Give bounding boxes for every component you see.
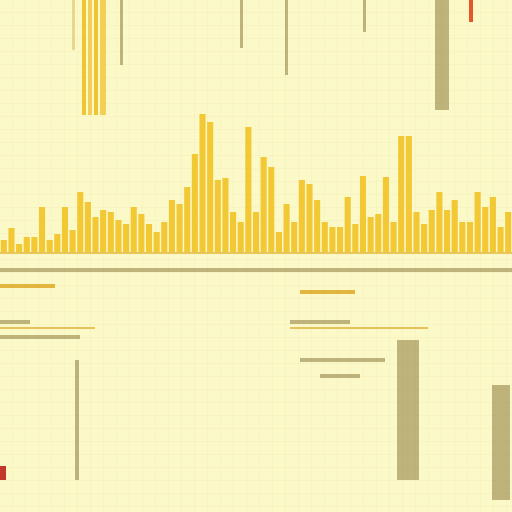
bar bbox=[16, 244, 23, 252]
bar bbox=[291, 222, 298, 252]
bar bbox=[367, 217, 374, 252]
bar bbox=[115, 220, 122, 252]
bar bbox=[329, 227, 336, 252]
bar bbox=[321, 222, 328, 252]
bar bbox=[405, 136, 412, 252]
bar bbox=[252, 212, 260, 252]
bar bbox=[123, 224, 130, 252]
bar bbox=[153, 232, 160, 252]
text-column bbox=[120, 0, 123, 65]
bar bbox=[207, 122, 214, 252]
bar bbox=[245, 127, 252, 252]
bar bbox=[443, 210, 451, 252]
bar bbox=[459, 222, 466, 252]
bar bbox=[54, 234, 61, 252]
bar bbox=[474, 192, 481, 252]
bar bbox=[436, 192, 443, 252]
top-bar bbox=[94, 0, 98, 115]
text-column bbox=[435, 0, 449, 110]
bar bbox=[260, 157, 267, 252]
bar bbox=[8, 228, 15, 252]
bar bbox=[382, 177, 389, 252]
bar bbox=[337, 227, 344, 252]
bar bbox=[191, 154, 198, 252]
bar bbox=[23, 237, 30, 252]
baseline bbox=[0, 252, 512, 254]
text-column bbox=[492, 385, 510, 500]
bar bbox=[489, 197, 496, 252]
bar bbox=[138, 214, 145, 252]
bar bbox=[130, 207, 137, 252]
bar bbox=[92, 217, 99, 252]
text-column bbox=[285, 0, 288, 75]
bar bbox=[214, 180, 221, 252]
text-column bbox=[363, 0, 366, 32]
bar bbox=[31, 237, 38, 252]
bar bbox=[428, 210, 435, 252]
text-row bbox=[290, 320, 350, 324]
top-bar bbox=[82, 0, 86, 115]
bar bbox=[107, 212, 114, 252]
bar bbox=[145, 224, 153, 252]
decorations bbox=[0, 0, 512, 500]
bar bbox=[497, 227, 504, 252]
bar bbox=[69, 230, 76, 252]
bar bbox=[306, 184, 313, 252]
label-row bbox=[0, 284, 55, 288]
bar bbox=[398, 136, 405, 252]
top-bar bbox=[100, 0, 106, 115]
bar bbox=[482, 207, 489, 252]
bar bbox=[176, 204, 183, 252]
label-row bbox=[0, 268, 512, 272]
bar bbox=[466, 222, 474, 252]
bar bbox=[100, 210, 107, 252]
bar bbox=[390, 222, 397, 252]
bar bbox=[344, 197, 351, 252]
bar bbox=[46, 240, 53, 252]
top-bar bbox=[88, 0, 92, 115]
bar bbox=[222, 178, 229, 252]
bar bbox=[0, 240, 7, 252]
bar bbox=[199, 114, 206, 252]
bar bbox=[184, 187, 191, 252]
bar bbox=[275, 232, 282, 252]
text-row bbox=[300, 358, 385, 362]
label-row bbox=[300, 290, 355, 294]
bar bbox=[298, 180, 305, 252]
bar bbox=[230, 212, 237, 252]
bar bbox=[283, 204, 290, 252]
bar bbox=[237, 222, 244, 252]
bar bbox=[268, 167, 275, 252]
bar bbox=[161, 222, 168, 252]
bar bbox=[38, 207, 46, 252]
bar bbox=[77, 192, 84, 252]
text-column bbox=[240, 0, 243, 48]
marker bbox=[0, 466, 6, 480]
bar bbox=[84, 202, 91, 252]
bar bbox=[352, 224, 359, 252]
text-row bbox=[0, 320, 30, 324]
text-row bbox=[0, 335, 80, 339]
bar bbox=[505, 212, 512, 252]
text-column bbox=[397, 340, 419, 480]
bar bbox=[168, 200, 175, 252]
bar bbox=[314, 200, 321, 252]
top-bar bbox=[72, 0, 75, 50]
text-column bbox=[75, 360, 79, 480]
bar bbox=[359, 176, 367, 252]
bar bbox=[451, 200, 458, 252]
marker bbox=[469, 0, 473, 22]
bar bbox=[375, 214, 382, 252]
bar bbox=[61, 207, 69, 252]
bar bbox=[413, 212, 420, 252]
bar bbox=[421, 224, 428, 252]
text-row bbox=[320, 374, 360, 378]
